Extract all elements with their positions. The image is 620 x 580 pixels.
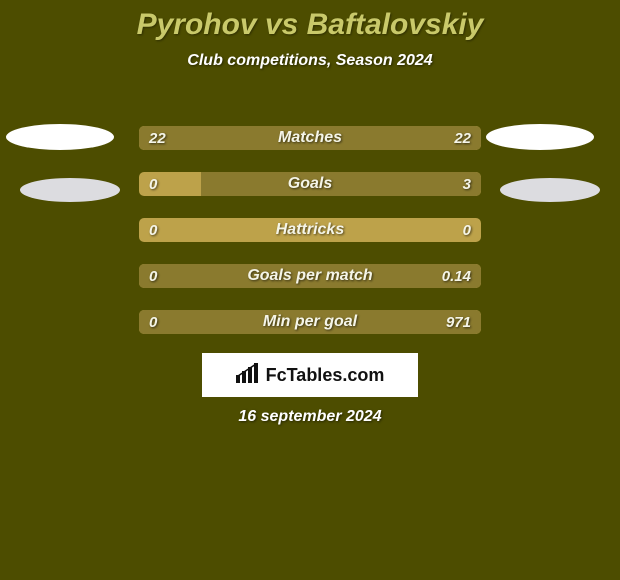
stat-label: Min per goal [139, 310, 481, 334]
stat-label: Hattricks [139, 218, 481, 242]
stat-label: Goals [139, 172, 481, 196]
chart-icon [236, 363, 260, 388]
avatar-ellipse-3 [500, 178, 600, 202]
page-title: Pyrohov vs Baftalovskiy [0, 0, 620, 42]
stat-value-right: 971 [446, 310, 471, 334]
stat-label: Goals per match [139, 264, 481, 288]
date-text: 16 september 2024 [0, 408, 620, 426]
stat-row: 0Hattricks0 [139, 218, 481, 242]
avatar-ellipse-1 [486, 124, 594, 150]
stat-value-right: 22 [454, 126, 471, 150]
stat-value-right: 0.14 [442, 264, 471, 288]
branding-text: FcTables.com [266, 365, 385, 386]
avatar-ellipse-0 [6, 124, 114, 150]
stat-row: 0Goals3 [139, 172, 481, 196]
avatar-ellipse-2 [20, 178, 120, 202]
stat-value-right: 0 [463, 218, 471, 242]
stat-value-right: 3 [463, 172, 471, 196]
stat-row: 0Min per goal971 [139, 310, 481, 334]
stat-row: 0Goals per match0.14 [139, 264, 481, 288]
branding-badge[interactable]: FcTables.com [202, 353, 418, 397]
stat-label: Matches [139, 126, 481, 150]
stat-row: 22Matches22 [139, 126, 481, 150]
stats-container: 22Matches220Goals30Hattricks00Goals per … [139, 126, 481, 356]
page-subtitle: Club competitions, Season 2024 [0, 52, 620, 70]
